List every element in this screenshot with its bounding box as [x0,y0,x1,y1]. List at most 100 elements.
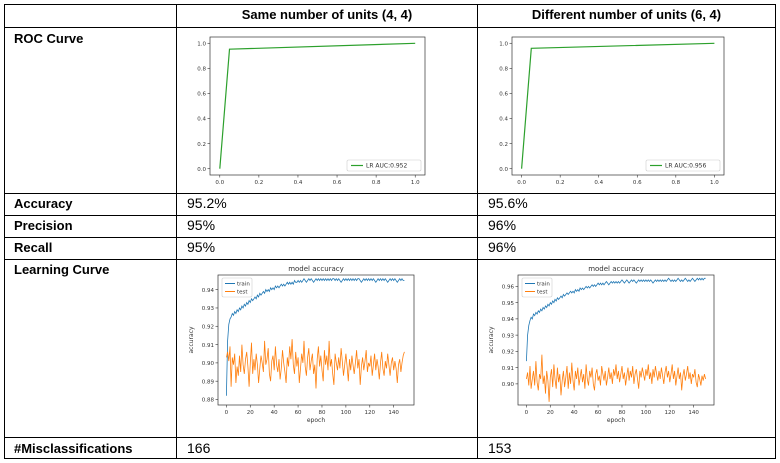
y-tick-label: 1.0 [499,41,508,47]
y-tick-label: 1.0 [197,41,206,47]
x-tick-label: 0.6 [633,180,642,186]
legend-label: LR AUC:0.952 [366,163,407,170]
y-tick-label: 0.8 [197,67,206,73]
y-axis-label: accuracy [188,326,195,354]
x-tick-label: 120 [365,410,376,416]
x-tick-label: 0.8 [372,180,381,186]
x-tick-label: 80 [618,410,625,416]
column-header-same-units: Same number of units (4, 4) [241,7,413,22]
x-tick-label: 120 [665,410,676,416]
y-tick-label: 0.90 [502,382,515,388]
x-tick-label: 0 [225,410,229,416]
x-tick-label: 40 [271,410,278,416]
legend-box [346,159,422,172]
roc-curve-chart-same-units: 0.0 0.2 0.4 0.6 0.8 1.0 0.0 0.2 0.4 0.6 0.8 1.0 LR A… [188,29,436,192]
x-tick-label: 0.4 [294,180,303,186]
y-tick-label: 0.0 [197,167,206,173]
chart-title: model accuracy [288,265,344,273]
y-tick-label: 0.94 [202,288,215,294]
x-tick-label: 100 [341,410,352,416]
misclassifications-same-units: 166 [187,440,211,456]
x-tick-label: 0.4 [594,180,603,186]
legend-label-train: train [537,282,550,288]
legend-box [521,277,553,298]
table-rule [4,4,5,459]
legend-label: LR AUC:0.956 [665,163,706,170]
plot-frame [217,274,415,406]
chart-title: model accuracy [588,265,644,273]
y-tick-label: 0.4 [197,117,206,123]
y-tick-label: 0.0 [499,167,508,173]
y-axis-label: accuracy [488,326,495,354]
table-rule [4,4,776,5]
x-tick-label: 140 [388,410,399,416]
legend-label-test: test [237,290,248,296]
y-tick-label: 0.4 [499,117,508,123]
row-label-roc-curve: ROC Curve [14,31,84,46]
misclassifications-different-units: 153 [488,440,512,456]
precision-same-units: 95% [187,217,216,233]
table-rule [4,259,776,260]
x-tick-label: 0.2 [254,180,263,186]
x-tick-label: 40 [571,410,578,416]
x-tick-label: 1.0 [710,180,719,186]
series-line-train [226,277,405,396]
x-tick-label: 0.0 [517,180,526,186]
row-label-learning-curve: Learning Curve [14,262,110,277]
x-axis-label: epoch [307,417,325,424]
x-tick-label: 0.2 [556,180,565,186]
x-tick-label: 0.6 [333,180,342,186]
x-tick-label: 1.0 [411,180,420,186]
x-tick-label: 100 [641,410,652,416]
y-tick-label: 0.92 [502,350,514,356]
table-rule [4,27,776,28]
row-label-precision: Precision [14,218,73,233]
row-label-misclassifications: #Misclassifications [14,441,133,456]
y-tick-label: 0.88 [202,398,215,404]
legend-label-test: test [537,290,548,296]
y-tick-label: 0.2 [499,142,508,148]
roc-curve-chart-different-units: 0.0 0.2 0.4 0.6 0.8 1.0 0.0 0.2 0.4 0.6 0.8 1.0 LR A… [490,29,735,192]
series-line-roc [219,42,416,169]
x-tick-label: 20 [547,410,554,416]
y-tick-label: 0.6 [499,92,508,98]
recall-same-units: 95% [187,239,216,255]
learning-curve-chart-different-units: model accuracy 0 20 40 60 80 100 120 140 0.90 0.91… [484,261,724,435]
column-header-different-units: Different number of units (6, 4) [531,7,722,22]
y-tick-label: 0.94 [502,317,515,323]
learning-curve-chart-same-units: model accuracy 0 20 40 60 80 100 120 140 0.88 0.89… [184,261,424,435]
x-tick-label: 0 [525,410,529,416]
y-tick-label: 0.90 [202,361,215,367]
y-tick-label: 0.2 [197,142,206,148]
x-tick-label: 80 [318,410,325,416]
x-axis-label: epoch [607,417,625,424]
table-rule [4,437,776,438]
plot-frame [517,274,715,406]
plot-frame [209,36,426,176]
precision-different-units: 96% [488,217,517,233]
legend-box [645,159,721,172]
legend-box [221,277,253,298]
y-tick-label: 0.95 [502,301,515,307]
y-tick-label: 0.91 [202,343,214,349]
y-tick-label: 0.96 [502,285,515,291]
accuracy-same-units: 95.2% [187,195,227,211]
x-tick-label: 140 [688,410,699,416]
series-line-test [526,354,706,402]
x-tick-label: 0.8 [671,180,680,186]
table-rule [4,215,776,216]
table-rule [4,458,776,459]
x-tick-label: 60 [295,410,302,416]
y-tick-label: 0.6 [197,92,206,98]
table-rule [4,237,776,238]
y-tick-label: 0.92 [202,324,214,330]
table-rule [176,4,177,459]
series-line-test [226,339,405,389]
series-line-train [526,277,706,362]
table-rule [775,4,776,459]
y-tick-label: 0.91 [502,366,514,372]
x-tick-label: 60 [595,410,602,416]
row-label-recall: Recall [14,240,53,255]
y-tick-label: 0.8 [499,67,508,73]
